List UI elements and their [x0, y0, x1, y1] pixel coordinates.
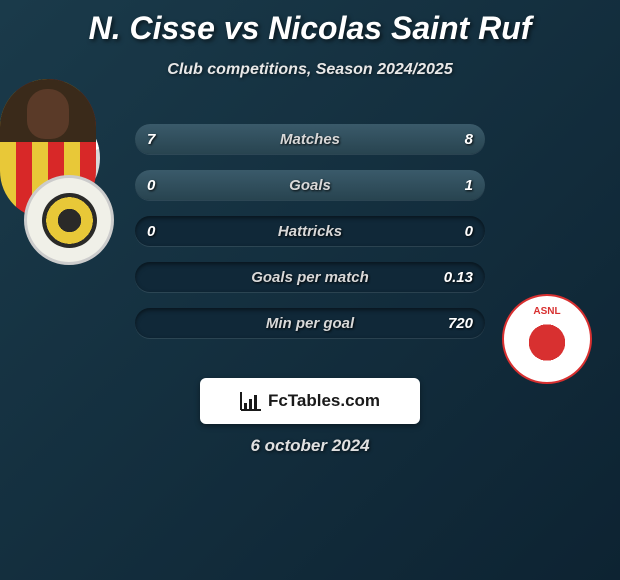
stat-value-right: 8	[465, 131, 473, 148]
date-text: 6 october 2024	[250, 436, 369, 456]
stat-value-right: 0	[465, 223, 473, 240]
stat-value-right: 1	[465, 177, 473, 194]
chart-icon	[240, 391, 262, 411]
page-title: N. Cisse vs Nicolas Saint Ruf	[0, 0, 620, 47]
club-left-badge	[42, 193, 97, 248]
stat-fill-left	[135, 124, 300, 154]
stat-value-left: 0	[147, 177, 155, 194]
stats-area: 7 Matches 8 0 Goals 1 0 Hattricks 0 Goal…	[135, 124, 485, 354]
club-right-badge	[512, 304, 582, 374]
stat-label: Hattricks	[278, 223, 342, 240]
club-logo-right	[502, 294, 592, 384]
brand-box: FcTables.com	[200, 378, 420, 424]
club-logo-left	[24, 175, 114, 265]
stat-row-goals-per-match: Goals per match 0.13	[135, 262, 485, 292]
stat-value-left: 7	[147, 131, 155, 148]
stat-label: Goals per match	[251, 269, 369, 286]
stat-label: Goals	[289, 177, 331, 194]
stat-value-right: 0.13	[444, 269, 473, 286]
player-right-head	[27, 89, 69, 139]
stat-value-left: 0	[147, 223, 155, 240]
stat-row-hattricks: 0 Hattricks 0	[135, 216, 485, 246]
stat-row-goals: 0 Goals 1	[135, 170, 485, 200]
stat-row-min-per-goal: Min per goal 720	[135, 308, 485, 338]
subtitle: Club competitions, Season 2024/2025	[0, 61, 620, 79]
brand-text: FcTables.com	[268, 391, 380, 411]
stat-row-matches: 7 Matches 8	[135, 124, 485, 154]
stat-label: Min per goal	[266, 315, 354, 332]
stat-value-right: 720	[448, 315, 473, 332]
stat-label: Matches	[280, 131, 340, 148]
